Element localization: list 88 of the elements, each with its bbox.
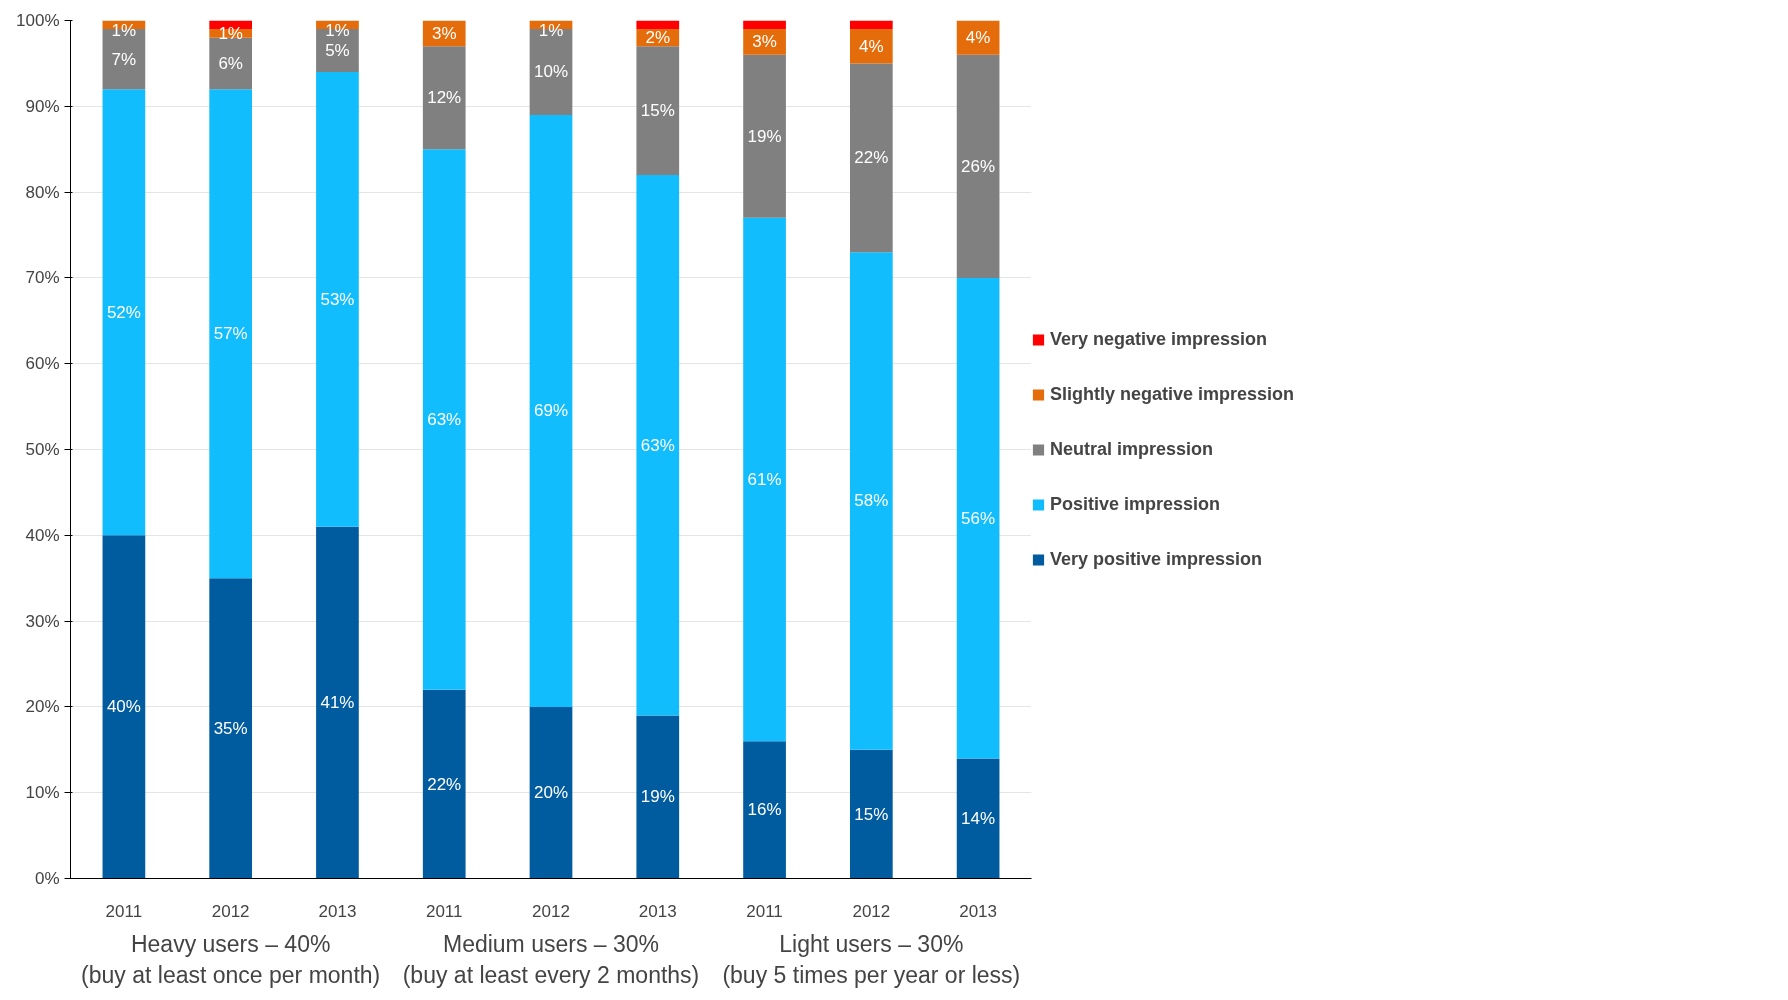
x-tick-label: 2013 [959,901,998,921]
data-label: 7% [111,49,137,69]
data-label: 19% [640,787,675,807]
bar [743,20,786,30]
x-tick-label: 2013 [638,901,677,921]
data-label: 61% [747,470,782,490]
text: Medium users – 30% (buy at least every 2 months) [402,930,700,988]
data-label: 1% [218,23,243,43]
bar [743,741,786,879]
y-tick-label: 40% [25,525,60,545]
data-label: 63% [640,435,675,455]
legend-label: Very positive impression [1050,548,1263,570]
y-tick-label: 70% [25,268,60,288]
data-label: 56% [961,508,996,528]
y-tick-label: 0% [34,869,60,888]
legend-label: Positive impression [1050,493,1221,515]
data-label: 15% [640,101,675,121]
bar [316,71,359,527]
bar [636,174,680,716]
data-label: 3% [752,32,777,52]
data-label: 63% [427,409,462,429]
bar [743,54,786,218]
data-label: 57% [213,324,248,344]
legend-label: Very negative impression [1050,328,1268,350]
x-tick-label: 2013 [318,901,357,921]
data-label: 22% [427,774,462,794]
bar [743,217,786,742]
x-tick-label: 2012 [211,901,250,921]
bar [422,46,466,150]
bar [102,89,146,536]
x-tick-label: 2011 [746,901,783,921]
y-tick-label: 60% [25,354,60,374]
data-label: 41% [320,693,355,713]
data-label: 6% [218,53,243,73]
x-tick-label: 2011 [425,901,463,921]
bar [529,114,573,707]
bar [102,535,146,879]
data-label: 26% [961,156,996,176]
data-label: 2% [645,28,671,48]
data-label: 35% [213,718,248,738]
data-label: 16% [747,800,782,820]
bar [956,277,1000,759]
text: Heavy users – 40% (buy at least once per month) [81,930,381,988]
legend-label: Slightly negative impression [1050,383,1295,405]
bar [956,54,1000,278]
bar [316,526,359,879]
data-label: 5% [325,41,350,61]
y-tick-label: 100% [16,11,60,30]
data-label: 4% [965,28,991,48]
data-label: 19% [747,126,782,146]
bar [529,706,573,879]
y-tick-label: 30% [25,611,60,631]
data-label: 40% [106,697,141,717]
legend-label: Neutral impression [1050,438,1214,460]
x-tick-label: 2011 [105,901,143,921]
bar [209,37,253,90]
data-label: 20% [533,783,569,803]
data-label: 69% [533,401,569,421]
data-label: 52% [106,302,141,322]
data-label: 3% [431,23,457,43]
y-tick-label: 50% [25,440,60,459]
data-label: 58% [854,491,889,511]
bar [849,749,893,879]
data-label: 4% [859,36,884,56]
data-label: 10% [533,62,569,82]
text: Light users – 30% (buy 5 times per year or less) [722,930,1021,988]
y-tick-label: 80% [25,182,60,202]
bar [849,63,893,253]
x-tick-label: 2012 [532,901,570,921]
bar [849,20,893,30]
bar [209,89,253,579]
bar [422,689,466,879]
bar [636,46,680,175]
bar [209,578,253,879]
bar [422,149,466,690]
x-tick-label: 2012 [852,901,891,921]
data-label: 14% [961,808,996,828]
data-label: 12% [427,88,462,108]
bar [956,758,1000,879]
y-tick-label: 10% [25,783,60,803]
data-label: 15% [854,804,889,824]
y-tick-label: 90% [25,96,60,116]
data-label: 53% [320,289,355,309]
data-label: 22% [854,148,889,168]
bar [849,252,893,750]
bar [636,20,680,30]
y-tick-label: 20% [25,697,60,717]
bar [636,715,680,879]
